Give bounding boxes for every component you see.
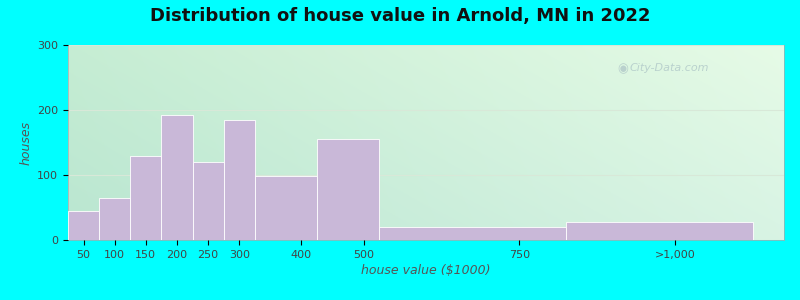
Bar	[99, 198, 130, 240]
Bar	[224, 120, 254, 240]
X-axis label: house value ($1000): house value ($1000)	[362, 264, 490, 277]
Bar	[566, 222, 753, 240]
Bar	[317, 139, 379, 240]
Y-axis label: houses: houses	[20, 120, 33, 165]
Bar	[193, 162, 224, 240]
Bar	[254, 176, 317, 240]
Bar	[162, 115, 193, 240]
Text: Distribution of house value in Arnold, MN in 2022: Distribution of house value in Arnold, M…	[150, 8, 650, 26]
Bar	[130, 155, 162, 240]
Bar	[68, 211, 99, 240]
Text: City-Data.com: City-Data.com	[630, 63, 709, 74]
Bar	[379, 227, 566, 240]
Text: ◉: ◉	[618, 62, 628, 75]
